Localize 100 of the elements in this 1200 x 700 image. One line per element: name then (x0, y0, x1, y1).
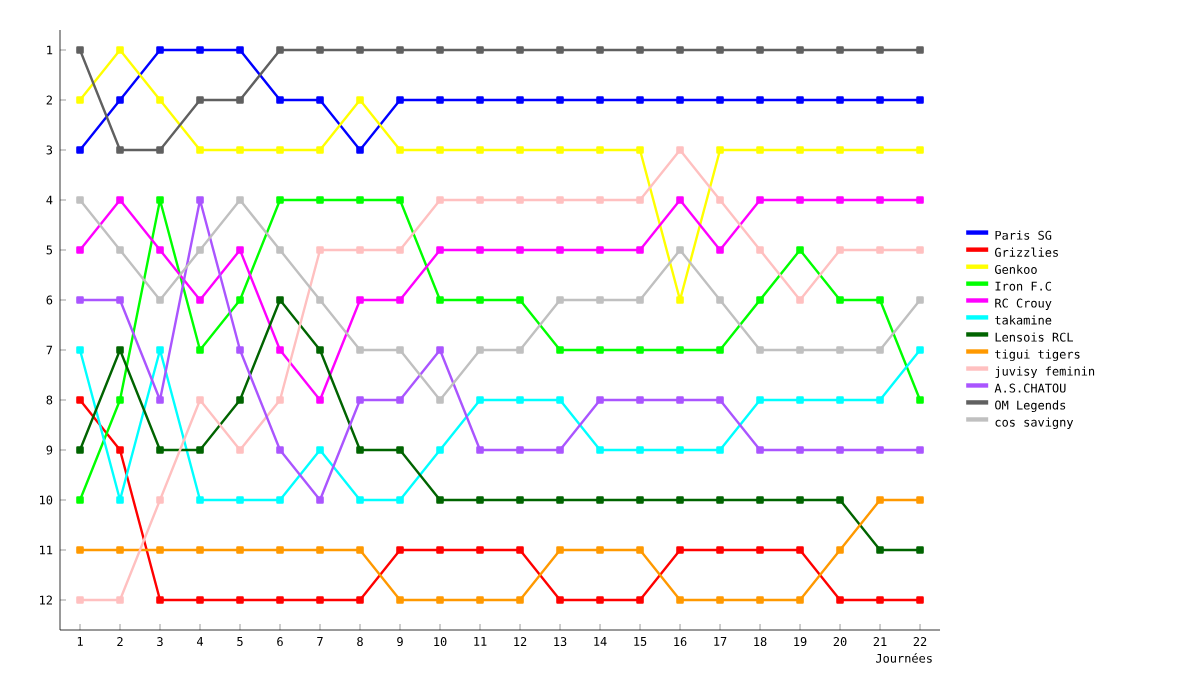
point (756, 346, 764, 354)
point (876, 496, 884, 504)
point (156, 446, 164, 454)
point (396, 146, 404, 154)
point (876, 446, 884, 454)
point (716, 596, 724, 604)
point (636, 246, 644, 254)
point (876, 296, 884, 304)
point (76, 296, 84, 304)
point (716, 346, 724, 354)
point (436, 146, 444, 154)
point (756, 396, 764, 404)
point (556, 546, 564, 554)
point (636, 196, 644, 204)
point (396, 396, 404, 404)
point (436, 96, 444, 104)
point (76, 196, 84, 204)
point (356, 346, 364, 354)
point (476, 396, 484, 404)
point (836, 396, 844, 404)
point (756, 446, 764, 454)
point (356, 46, 364, 54)
point (636, 296, 644, 304)
point (276, 446, 284, 454)
point (716, 246, 724, 254)
point (716, 96, 724, 104)
point (156, 346, 164, 354)
point (156, 496, 164, 504)
point (196, 596, 204, 604)
point (516, 596, 524, 604)
point (516, 346, 524, 354)
point (116, 146, 124, 154)
point (636, 146, 644, 154)
point (516, 246, 524, 254)
point (916, 146, 924, 154)
point (156, 146, 164, 154)
point (676, 296, 684, 304)
point (796, 196, 804, 204)
point (396, 296, 404, 304)
point (156, 396, 164, 404)
point (356, 546, 364, 554)
point (196, 46, 204, 54)
point (276, 346, 284, 354)
point (636, 396, 644, 404)
point (436, 246, 444, 254)
point (116, 296, 124, 304)
point (196, 96, 204, 104)
point (396, 596, 404, 604)
point (476, 596, 484, 604)
point (436, 296, 444, 304)
point (876, 146, 884, 154)
point (756, 196, 764, 204)
point (636, 496, 644, 504)
point (76, 46, 84, 54)
point (276, 546, 284, 554)
point (76, 546, 84, 554)
point (716, 446, 724, 454)
point (636, 596, 644, 604)
point (876, 96, 884, 104)
point (916, 246, 924, 254)
point (316, 446, 324, 454)
point (756, 96, 764, 104)
point (596, 396, 604, 404)
point (716, 296, 724, 304)
point (916, 46, 924, 54)
point (676, 146, 684, 154)
point (676, 496, 684, 504)
point (476, 146, 484, 154)
point (116, 96, 124, 104)
point (196, 546, 204, 554)
point (796, 496, 804, 504)
point (596, 146, 604, 154)
point (276, 46, 284, 54)
point (596, 596, 604, 604)
point (156, 196, 164, 204)
point (356, 146, 364, 154)
point (316, 246, 324, 254)
point (356, 496, 364, 504)
point (476, 96, 484, 104)
point (436, 546, 444, 554)
point (476, 296, 484, 304)
point (836, 46, 844, 54)
point (396, 196, 404, 204)
point (276, 396, 284, 404)
point (356, 396, 364, 404)
point (836, 196, 844, 204)
point (836, 496, 844, 504)
point (396, 46, 404, 54)
point (676, 446, 684, 454)
point (556, 196, 564, 204)
point (916, 346, 924, 354)
point (516, 296, 524, 304)
point (156, 246, 164, 254)
point (236, 296, 244, 304)
point (236, 396, 244, 404)
point (236, 446, 244, 454)
point (476, 196, 484, 204)
point (716, 46, 724, 54)
point (276, 246, 284, 254)
point (516, 96, 524, 104)
